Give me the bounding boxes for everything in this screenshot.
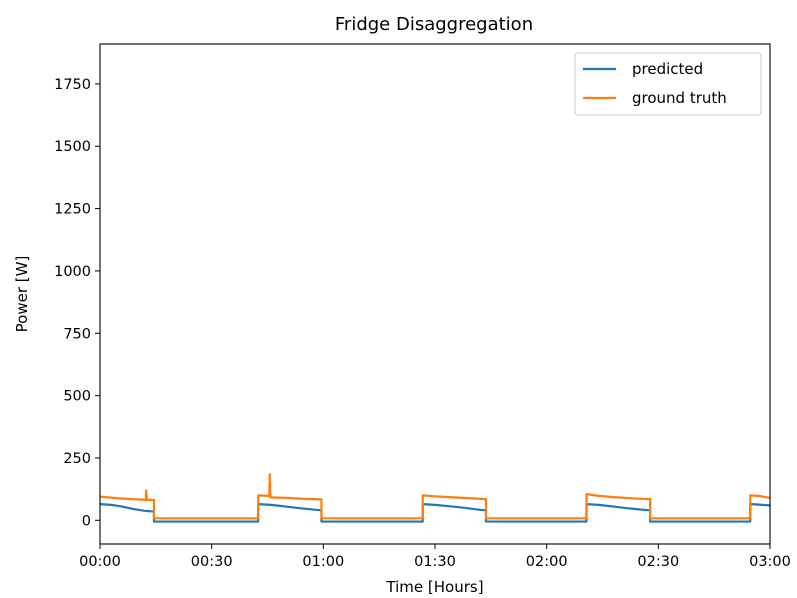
legend-label: ground truth [632,89,727,107]
y-tick-label: 1500 [54,139,91,155]
series-line-ground-truth [99,473,771,520]
y-axis: 0 250 500 750 1000 1250 1500 1750 [54,77,100,529]
x-tick-label: 03:00 [749,554,791,570]
x-axis: 00:00 00:30 01:00 01:30 02:00 02:30 03:00 [79,544,791,570]
x-tick-label: 02:00 [526,554,568,570]
x-tick-label: 00:30 [191,554,233,570]
y-tick-label: 0 [82,513,91,529]
plot-frame [99,43,771,545]
y-tick-label: 250 [63,451,91,467]
y-tick-label: 1750 [54,77,91,93]
chart-title: Fridge Disaggregation [335,14,533,35]
legend-box [574,52,762,116]
legend[interactable]: predicted ground truth [574,52,762,116]
x-tick-label: 01:30 [414,554,456,570]
x-tick-label: 02:30 [637,554,679,570]
y-tick-label: 1250 [54,202,91,218]
y-tick-label: 750 [63,326,91,342]
plot-series [99,473,771,523]
x-tick-label: 00:00 [79,554,121,570]
legend-label: predicted [632,60,703,78]
x-tick-label: 01:00 [302,554,344,570]
y-tick-label: 1000 [54,264,91,280]
y-tick-label: 500 [63,389,91,405]
y-axis-label: Power [W] [13,256,31,333]
x-axis-label: Time [Hours] [385,578,483,596]
